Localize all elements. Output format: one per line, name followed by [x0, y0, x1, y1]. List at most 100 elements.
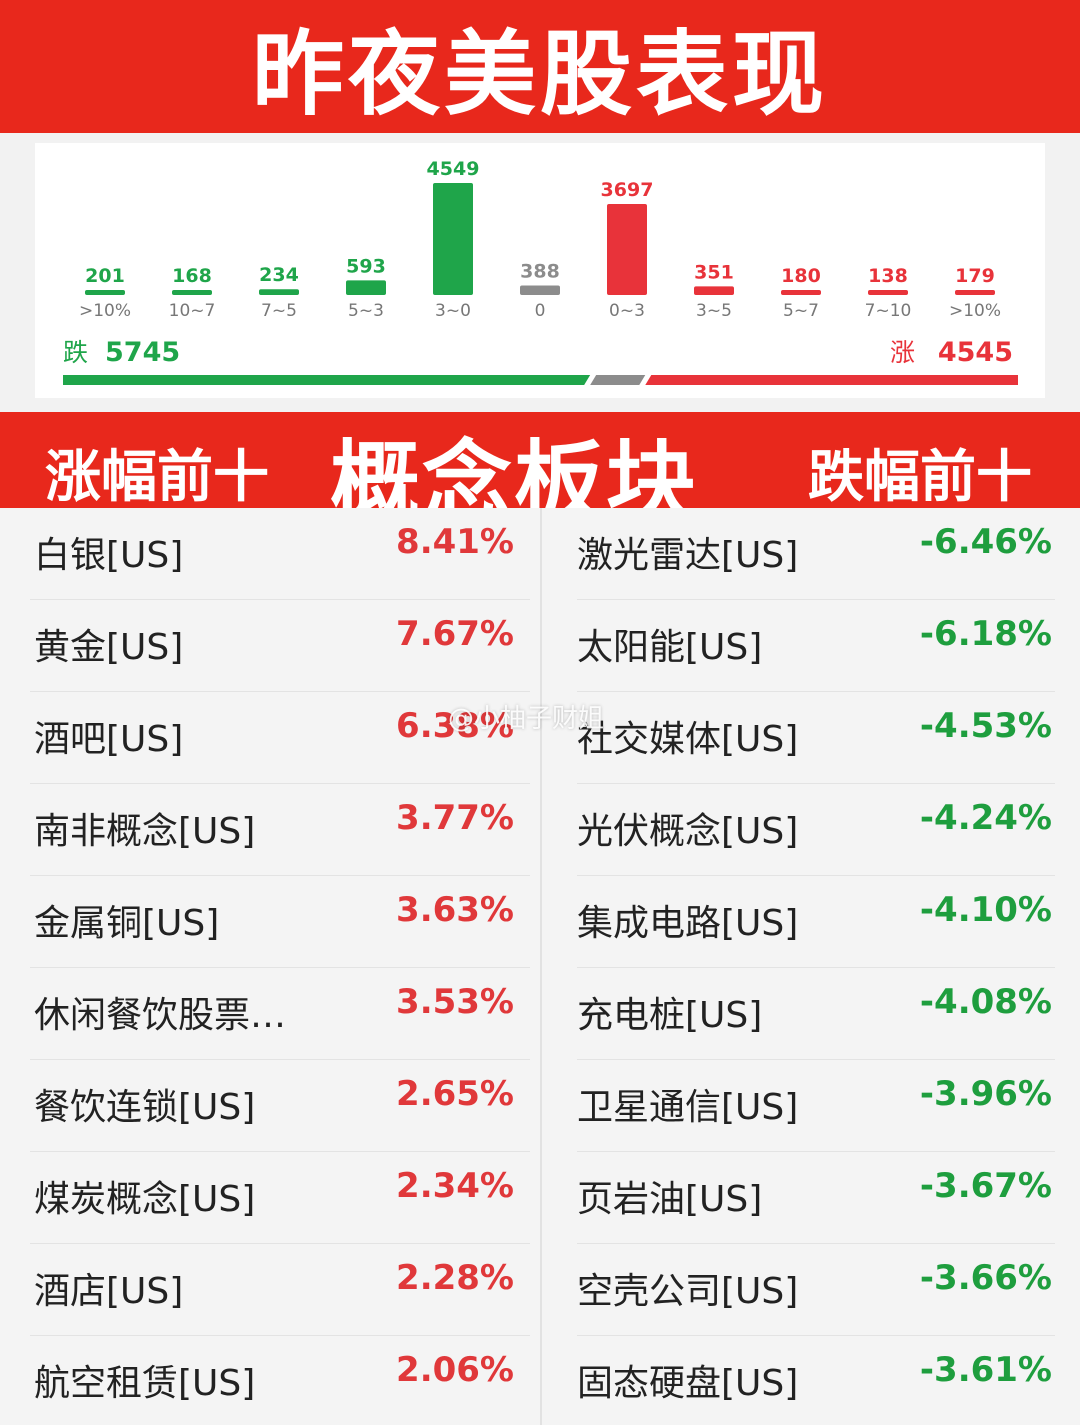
loser-pct: -6.18%: [919, 614, 1052, 654]
loser-pct: -6.46%: [919, 522, 1052, 562]
loser-row: 卫星通信[US] -3.96%: [542, 1060, 1080, 1152]
gainer-row: 餐饮连锁[US] 2.65%: [0, 1060, 540, 1152]
concept-tables: 白银[US] 8.41% 黄金[US] 7.67% 酒吧[US] 6.38% 南非概念[US…: [0, 508, 1080, 1425]
gainer-name: 休闲餐饮股票…: [34, 995, 287, 1036]
flat-ratio-bar: [590, 375, 646, 385]
bar-5: [520, 285, 560, 295]
gainer-pct: 3.53%: [396, 982, 514, 1022]
category-label-10: >10%: [949, 301, 1001, 321]
loser-name: 固态硬盘[US]: [577, 1363, 799, 1404]
loser-row: 光伏概念[US] -4.24%: [542, 784, 1080, 876]
up-ratio-bar: [645, 375, 1018, 385]
row-divider: [30, 875, 530, 876]
gainer-row: 黄金[US] 7.67%: [0, 600, 540, 692]
concept-banner: 涨幅前十 概念板块 跌幅前十: [0, 412, 1080, 536]
bar-value-label-3: 593: [346, 255, 386, 277]
distribution-chart: 201 >10% 168 10~7 234 7~5 593 5~3 4549 3~0 388 0 369…: [63, 158, 1018, 385]
top-banner: 昨夜美股表现: [0, 0, 1080, 133]
loser-pct: -4.53%: [919, 706, 1052, 746]
row-divider: [577, 691, 1055, 692]
category-label-4: 3~0: [435, 301, 471, 321]
gainer-row: 休闲餐饮股票… 3.53%: [0, 968, 540, 1060]
gainer-name: 南非概念[US]: [34, 811, 256, 852]
gainer-pct: 2.65%: [396, 1074, 514, 1114]
bar-3: [346, 280, 386, 295]
loser-name: 充电桩[US]: [577, 995, 763, 1036]
loser-pct: -4.24%: [919, 798, 1052, 838]
gainer-row: 南非概念[US] 3.77%: [0, 784, 540, 876]
bar-9: [868, 290, 908, 295]
loser-name: 卫星通信[US]: [577, 1087, 799, 1128]
gainers-list: 白银[US] 8.41% 黄金[US] 7.67% 酒吧[US] 6.38% 南非概念[US…: [0, 508, 540, 1425]
loser-name: 激光雷达[US]: [577, 535, 799, 576]
gainer-row: 煤炭概念[US] 2.34%: [0, 1152, 540, 1244]
bar-7: [694, 286, 734, 295]
bar-value-label-10: 179: [955, 265, 995, 287]
row-divider: [577, 967, 1055, 968]
loser-row: 激光雷达[US] -6.46%: [542, 508, 1080, 600]
loser-row: 固态硬盘[US] -3.61%: [542, 1336, 1080, 1425]
bar-6: [607, 203, 647, 295]
bar-value-label-2: 234: [259, 264, 299, 286]
row-divider: [577, 1059, 1055, 1060]
bar-value-label-1: 168: [172, 265, 212, 287]
loser-row: 页岩油[US] -3.67%: [542, 1152, 1080, 1244]
gainer-pct: 2.34%: [396, 1166, 514, 1206]
loser-row: 太阳能[US] -6.18%: [542, 600, 1080, 692]
category-label-8: 5~7: [783, 301, 819, 321]
gainer-row: 酒店[US] 2.28%: [0, 1244, 540, 1336]
row-divider: [577, 1243, 1055, 1244]
row-divider: [30, 1243, 530, 1244]
gainer-name: 白银[US]: [34, 535, 184, 576]
category-label-0: >10%: [79, 301, 131, 321]
bar-value-label-6: 3697: [601, 179, 654, 201]
gainer-name: 航空租赁[US]: [34, 1363, 256, 1404]
bar-value-label-5: 388: [520, 260, 560, 282]
bar-value-label-9: 138: [868, 265, 908, 287]
gainer-name: 金属铜[US]: [34, 903, 220, 944]
loser-row: 空壳公司[US] -3.66%: [542, 1244, 1080, 1336]
down-total: 5745: [105, 337, 180, 368]
gainer-row: 酒吧[US] 6.38%: [0, 692, 540, 784]
loser-row: 集成电路[US] -4.10%: [542, 876, 1080, 968]
gainer-name: 酒吧[US]: [34, 719, 184, 760]
gainer-row: 金属铜[US] 3.63%: [0, 876, 540, 968]
loser-pct: -3.66%: [919, 1258, 1052, 1298]
category-label-7: 3~5: [696, 301, 732, 321]
gainer-row: 白银[US] 8.41%: [0, 508, 540, 600]
up-label: 涨: [890, 338, 915, 367]
row-divider: [577, 783, 1055, 784]
gainer-pct: 7.67%: [396, 614, 514, 654]
bar-2: [259, 289, 299, 295]
gainers-title: 涨幅前十: [45, 445, 269, 510]
row-divider: [30, 967, 530, 968]
gainer-pct: 3.63%: [396, 890, 514, 930]
loser-name: 太阳能[US]: [577, 627, 763, 668]
row-divider: [30, 599, 530, 600]
losers-list: 激光雷达[US] -6.46% 太阳能[US] -6.18% 社交媒体[US] -4.53…: [540, 508, 1080, 1425]
bar-1: [172, 290, 212, 295]
gainer-pct: 6.38%: [396, 706, 514, 746]
loser-pct: -4.08%: [919, 982, 1052, 1022]
watermark: @小柚子财姐: [448, 704, 605, 734]
loser-row: 充电桩[US] -4.08%: [542, 968, 1080, 1060]
gainer-pct: 2.28%: [396, 1258, 514, 1298]
row-divider: [30, 1151, 530, 1152]
loser-pct: -3.67%: [919, 1166, 1052, 1206]
row-divider: [30, 1335, 530, 1336]
row-divider: [30, 691, 530, 692]
category-label-2: 7~5: [261, 301, 297, 321]
category-label-9: 7~10: [865, 301, 912, 321]
gainer-pct: 2.06%: [396, 1350, 514, 1390]
gainer-name: 煤炭概念[US]: [34, 1179, 256, 1220]
bar-8: [781, 290, 821, 295]
loser-pct: -3.61%: [919, 1350, 1052, 1390]
row-divider: [30, 1059, 530, 1060]
down-label: 跌: [63, 338, 88, 367]
bar-value-label-8: 180: [781, 265, 821, 287]
gainer-pct: 3.77%: [396, 798, 514, 838]
row-divider: [577, 1151, 1055, 1152]
loser-row: 社交媒体[US] -4.53%: [542, 692, 1080, 784]
row-divider: [577, 599, 1055, 600]
loser-name: 社交媒体[US]: [577, 719, 799, 760]
